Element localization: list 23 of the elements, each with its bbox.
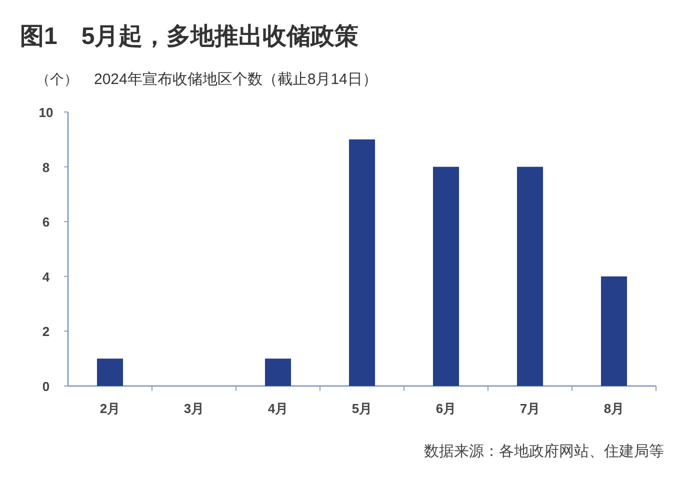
y-tick-label: 4 [42, 269, 50, 284]
bar [349, 139, 375, 386]
x-tick-label: 8月 [604, 401, 624, 416]
bar [517, 166, 543, 386]
y-axis-title: （个） [36, 71, 78, 87]
x-tick-label: 7月 [520, 401, 540, 416]
y-tick-label: 10 [38, 105, 54, 120]
source-note: 数据来源：各地政府网站、住建局等 [424, 443, 664, 460]
y-tick-label: 2 [42, 324, 50, 340]
chart-subtitle: 2024年宣布收储地区个数（截止8月14日） [94, 71, 378, 88]
bar [433, 166, 459, 386]
bar [97, 358, 123, 386]
y-tick-label: 0 [42, 379, 50, 394]
x-tick-label: 5月 [352, 401, 372, 416]
x-tick-label: 6月 [436, 401, 456, 416]
x-tick-label: 4月 [268, 401, 288, 416]
chart-title: 图1 5月起，多地推出收储政策 [20, 23, 359, 50]
bar [601, 276, 627, 386]
x-tick-label: 2月 [100, 401, 120, 416]
y-tick-label: 8 [42, 160, 50, 175]
bar [265, 358, 291, 386]
y-tick-label: 6 [42, 214, 50, 230]
x-tick-label: 3月 [184, 401, 204, 416]
